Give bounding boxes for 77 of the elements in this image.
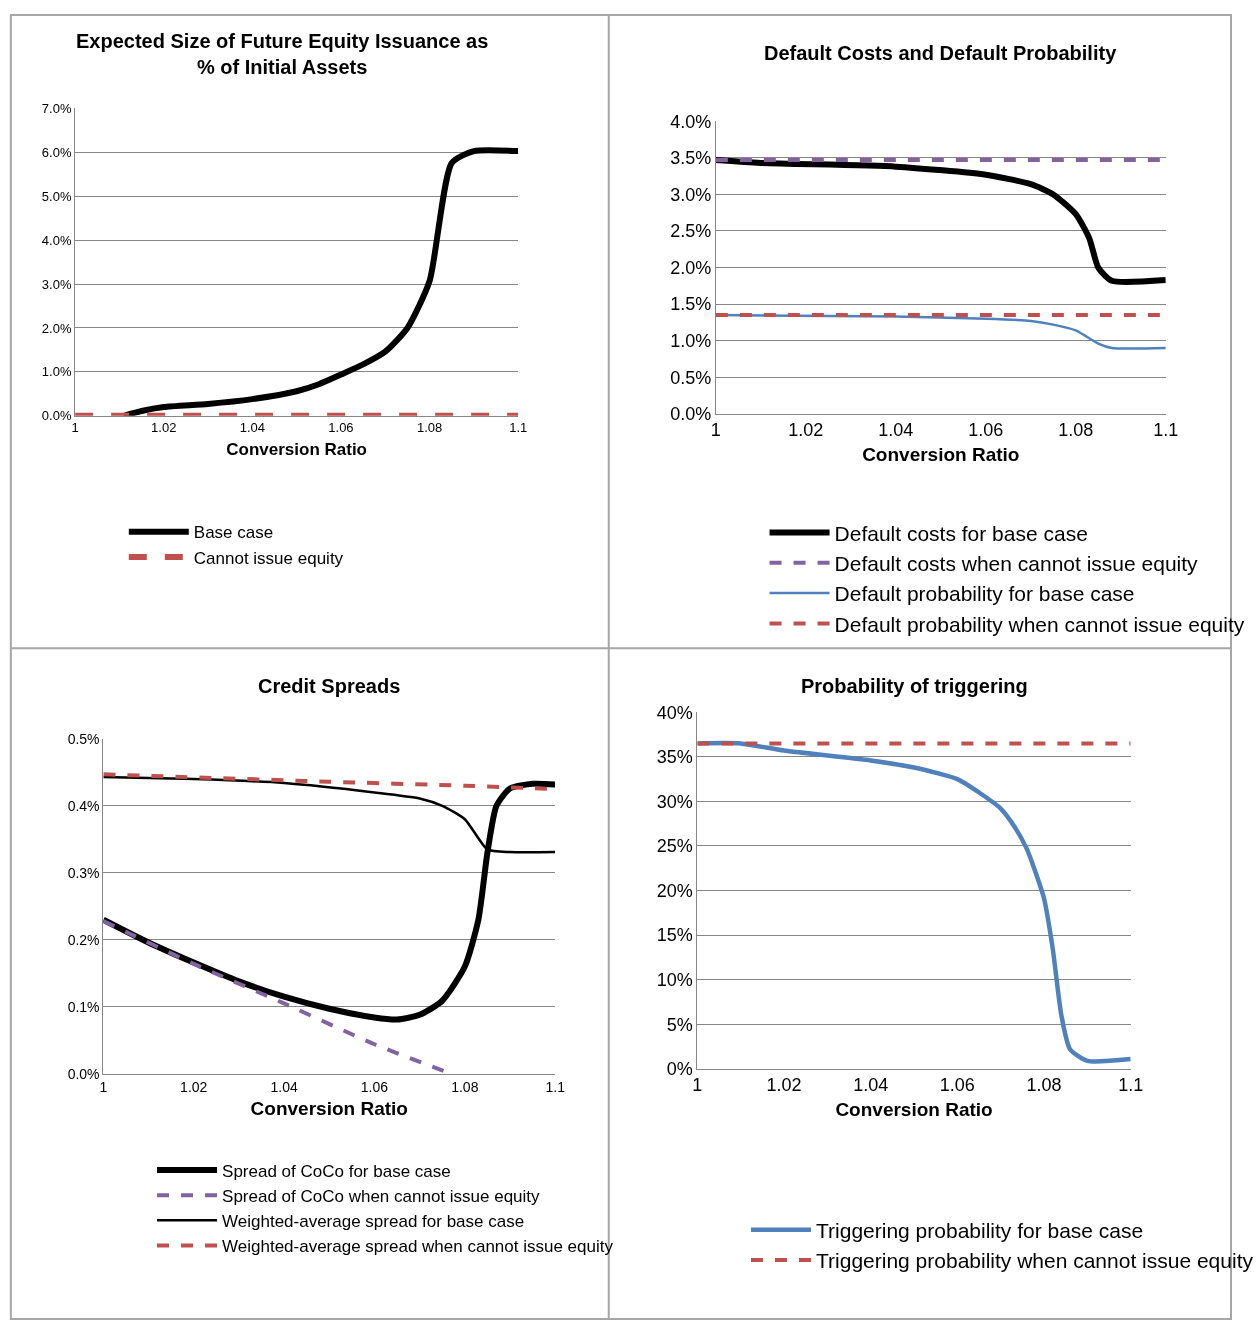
y-tick-label: 35% [656, 747, 693, 768]
legend-label: Default costs when cannot issue equity [834, 551, 1199, 575]
y-tick-label: 6.0% [41, 144, 72, 160]
y-tick-label: 7.0% [41, 101, 72, 117]
legend-label: Default probability for base case [834, 582, 1135, 606]
y-tick-label: 4.0% [670, 111, 712, 132]
y-tick-label: 2.0% [670, 257, 712, 278]
y-tick-label: 3.0% [41, 276, 72, 292]
legend-label: Base case [193, 523, 274, 543]
chart-title: Expected Size of Future Equity Issuance as % of Initial Assets [76, 30, 489, 78]
y-tick-label: 1.0% [670, 331, 712, 351]
legend-label: Triggering probability for base case [816, 1219, 1144, 1243]
y-tick-label: 25% [656, 836, 693, 857]
x-tick-label: 1.1 [509, 420, 528, 436]
y-tick-label: 3.0% [670, 184, 712, 205]
y-tick-label: 0.3% [67, 864, 100, 881]
x-tick-label: 1 [71, 420, 79, 436]
y-tick-label: 10% [656, 969, 693, 990]
x-tick-label: 1.04 [239, 420, 265, 436]
x-tick-label: 1.06 [968, 420, 1004, 441]
y-tick-label: 1.5% [670, 294, 712, 315]
x-tick-label: 1 [99, 1078, 108, 1095]
line-series [697, 740, 1131, 1064]
x-axis-title: Conversion Ratio [862, 444, 1020, 466]
y-tick-label: 2.0% [41, 320, 72, 336]
x-tick-label: 1 [692, 1075, 703, 1096]
y-tick-label: 0.5% [67, 730, 100, 747]
legend-label: Default probability when cannot issue equity [834, 612, 1245, 636]
x-tick-label: 1.02 [151, 420, 177, 436]
x-tick-label: 1.1 [1118, 1075, 1144, 1096]
y-tick-label: 0.5% [670, 367, 712, 388]
x-tick-label: 1.04 [270, 1078, 298, 1095]
y-tick-label: 1.0% [41, 364, 72, 380]
legend-label: Weighted-average spread when cannot issue equity [222, 1237, 614, 1257]
y-tick-label: 3.5% [670, 148, 712, 169]
x-tick-label: 1.06 [328, 420, 354, 436]
x-tick-label: 1.06 [360, 1078, 389, 1095]
y-tick-label: 40% [656, 702, 693, 723]
x-tick-label: 1.08 [416, 420, 443, 436]
chart-title: Default Costs and Default Probability [764, 42, 1118, 64]
y-tick-label: 5.0% [41, 188, 72, 204]
x-tick-label: 1.08 [1058, 420, 1094, 441]
y-tick-label: 0.4% [67, 797, 100, 814]
chart-title: Probability of triggering [801, 675, 1028, 697]
y-tick-label: 5% [666, 1014, 693, 1035]
y-tick-label: 0.0% [670, 404, 712, 425]
legend-label: Weighted-average spread for base case [222, 1211, 525, 1231]
x-tick-label: 1.1 [1153, 420, 1179, 441]
legend-label: Cannot issue equity [193, 548, 344, 568]
legend-label: Spread of CoCo when cannot issue equity [222, 1186, 541, 1206]
x-tick-label: 1.1 [545, 1078, 566, 1095]
x-axis-title: Conversion Ratio [226, 439, 368, 459]
y-tick-label: 0.1% [67, 998, 100, 1015]
x-tick-label: 1.06 [939, 1075, 975, 1096]
y-tick-label: 20% [656, 880, 693, 901]
chart-title: Credit Spreads [258, 675, 401, 697]
y-tick-label: 30% [656, 791, 693, 812]
y-tick-label: 0.2% [67, 931, 100, 948]
x-tick-label: 1 [710, 420, 721, 441]
legend-label: Default costs for base case [834, 521, 1088, 545]
x-tick-label: 1.02 [180, 1078, 208, 1095]
x-axis-title: Conversion Ratio [835, 1099, 993, 1121]
legend-label: Spread of CoCo for base case [222, 1161, 451, 1181]
x-tick-label: 1.08 [1026, 1075, 1062, 1096]
x-tick-label: 1.02 [788, 420, 824, 441]
y-tick-label: 0% [666, 1059, 693, 1080]
x-tick-label: 1.04 [878, 420, 914, 441]
x-axis-title: Conversion Ratio [250, 1098, 408, 1120]
legend-label: Triggering probability when cannot issue equity [816, 1249, 1254, 1273]
y-tick-label: 0.0% [67, 1065, 100, 1082]
y-tick-label: 4.0% [41, 232, 72, 248]
x-tick-label: 1.04 [853, 1075, 889, 1096]
y-tick-label: 15% [656, 925, 693, 946]
y-tick-label: 0.0% [41, 408, 72, 424]
y-tick-label: 2.5% [670, 221, 712, 242]
x-tick-label: 1.02 [766, 1075, 802, 1096]
x-tick-label: 1.08 [451, 1078, 479, 1095]
